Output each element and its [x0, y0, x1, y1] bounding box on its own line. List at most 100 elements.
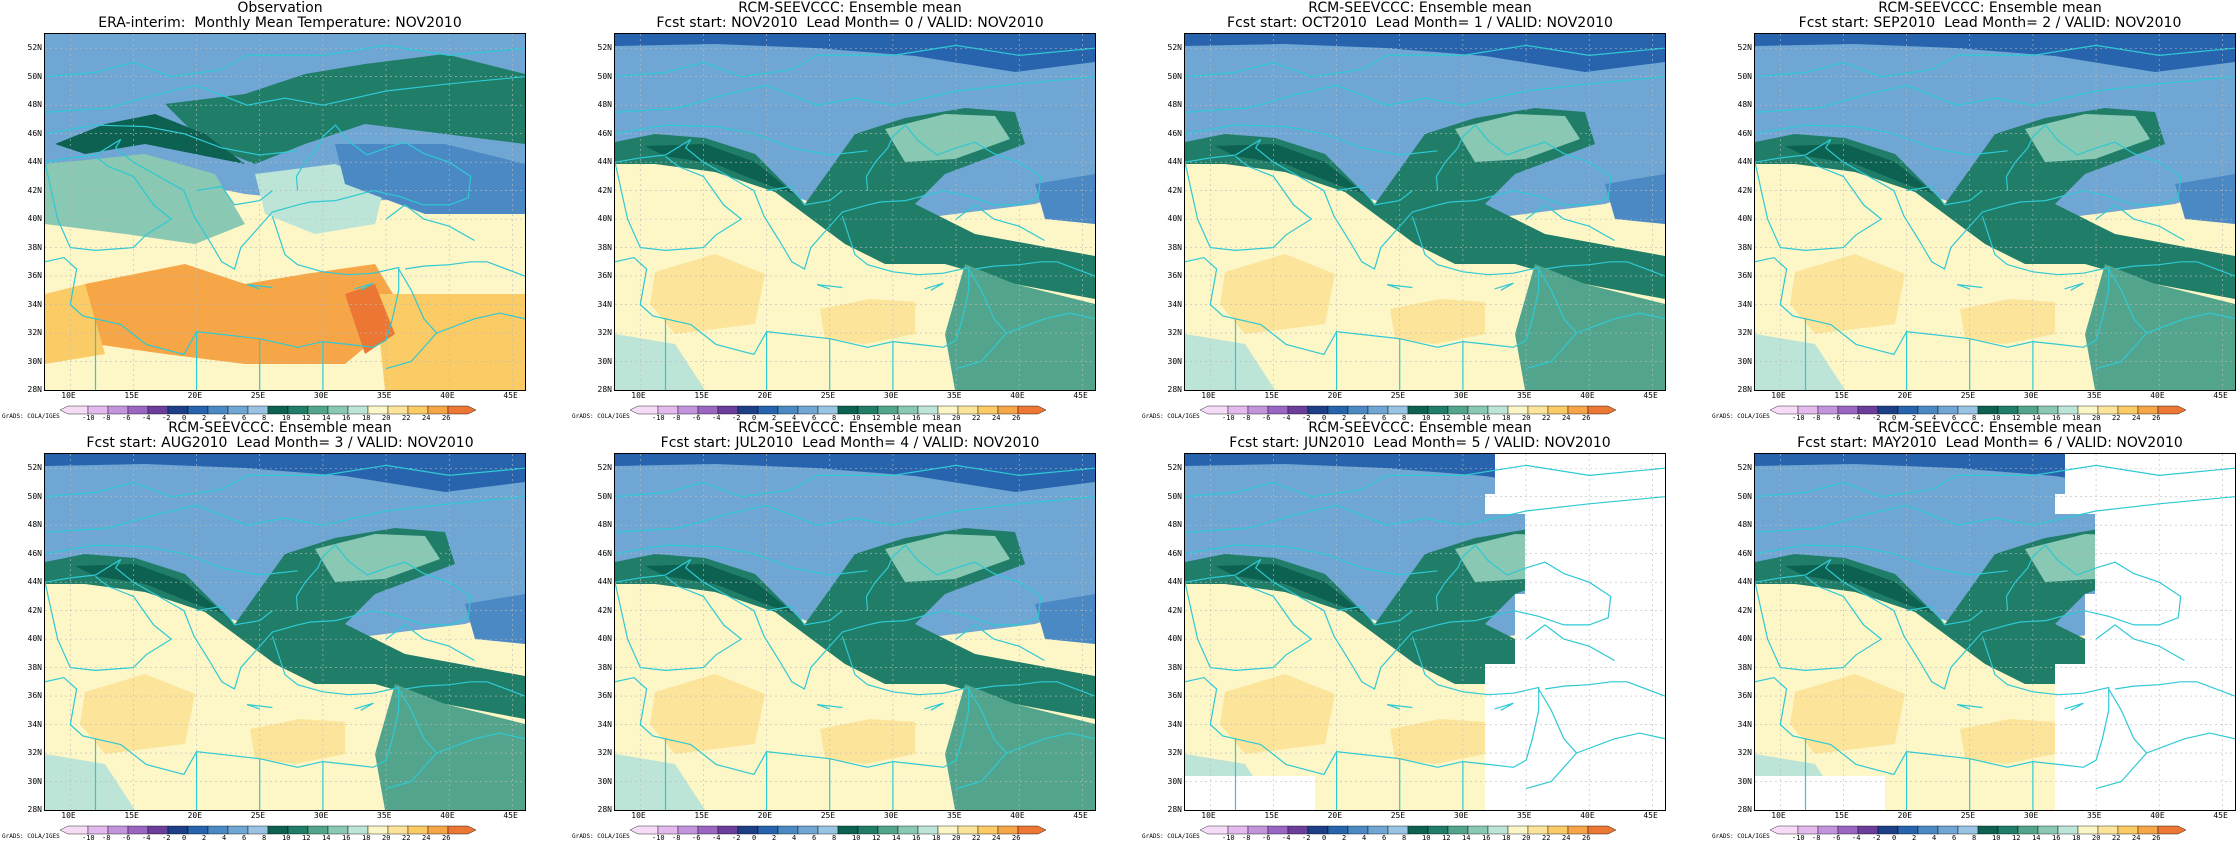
latitude-label: 40N [1737, 214, 1752, 224]
coastline [955, 268, 1008, 370]
longitude-label: 25E [1390, 811, 1406, 820]
colorbar-swatch [977, 405, 999, 415]
colorbar-label: -8 [1812, 834, 1821, 842]
latitude-label: 30N [1737, 776, 1752, 786]
coastline [354, 282, 374, 291]
latitude-label: 46N [1737, 128, 1752, 138]
colorbar-swatch [1917, 405, 1939, 415]
colorbar-label: 18 [2072, 834, 2081, 842]
colorbar-swatch [1199, 825, 1229, 835]
latitude-label: 36N [597, 271, 612, 281]
colorbar-swatch [1797, 405, 1819, 415]
temperature-map [1754, 33, 2236, 391]
colorbar-label: -6 [692, 834, 701, 842]
colorbar-label: 24 [422, 834, 431, 842]
colorbar-swatch [447, 405, 477, 415]
latitude-label: 36N [27, 691, 42, 701]
colorbar-label: 8 [832, 414, 837, 422]
coastline [615, 544, 868, 576]
grads-credit: GrADS: COLA/IGES [572, 413, 630, 420]
latitude-label: 36N [1167, 691, 1182, 701]
latitude-label: 48N [27, 520, 42, 530]
panel-subtitle: Fcst start: JUL2010 Lead Month= 4 / VALI… [660, 435, 1040, 451]
colorbar-label: 2 [1912, 834, 1917, 842]
colorbar-label: 10 [852, 414, 861, 422]
colorbar-label: -4 [142, 834, 151, 842]
longitude-label: 40E [2150, 391, 2165, 400]
colorbar-label: -2 [1872, 414, 1881, 422]
longitude-label: 40E [440, 811, 455, 820]
map-canvas [615, 454, 1095, 810]
longitude-label: 10E [61, 811, 76, 820]
colorbar-swatch [629, 405, 659, 415]
colorbar-swatch [1287, 825, 1309, 835]
latitude-label: 38N [27, 662, 42, 672]
coastline [45, 544, 298, 576]
colorbar-label: 26 [1012, 834, 1021, 842]
map-panel: RCM-SEEVCCC: Ensemble mean Fcst start: SE… [1710, 0, 2240, 422]
colorbar-swatch [1367, 825, 1389, 835]
coastline [385, 268, 438, 370]
contour-band [615, 454, 1095, 492]
longitude-label: 35E [947, 391, 962, 400]
colorbar-label: 24 [992, 414, 1001, 422]
colorbar-swatch [777, 825, 799, 835]
colorbar-label: 24 [992, 834, 1001, 842]
coastline [2095, 688, 2148, 790]
colorbar-label: 20 [2092, 834, 2101, 842]
latitude-label: 52N [597, 43, 612, 53]
panel-subtitle: Fcst start: NOV2010 Lead Month= 0 / VALI… [656, 15, 1044, 31]
coastline [1576, 732, 1665, 754]
longitude-label: 45E [503, 391, 518, 400]
colorbar-label: 6 [812, 414, 817, 422]
colorbar-swatch [247, 825, 269, 835]
panel-subtitle: ERA-interim: Monthly Mean Temperature: N… [98, 15, 462, 31]
latitude-label: 30N [1737, 356, 1752, 366]
colorbar-label: -10 [82, 414, 95, 422]
colorbar-label: 4 [1932, 414, 1937, 422]
panel-subtitle: Fcst start: MAY2010 Lead Month= 6 / VALI… [1797, 435, 2183, 451]
colorbar-label: -6 [122, 414, 131, 422]
contour-band [945, 684, 1095, 810]
colorbar-label: 22 [972, 414, 981, 422]
latitude-label: 40N [27, 214, 42, 224]
colorbar [629, 405, 1047, 415]
colorbar [59, 405, 477, 415]
contour-band [1215, 144, 1365, 194]
colorbar-label: 6 [812, 834, 817, 842]
contour-band [1755, 34, 2235, 72]
map-panel: RCM-SEEVCCC: Ensemble mean Fcst start: NO… [570, 0, 1130, 422]
missing-data-area [1755, 776, 1885, 810]
colorbar-swatch [1407, 825, 1429, 835]
colorbar-swatch [717, 405, 739, 415]
latitude-label: 48N [27, 100, 42, 110]
coastline [974, 624, 1095, 697]
colorbar-label: 18 [1502, 414, 1511, 422]
colorbar-swatch [1857, 405, 1879, 415]
longitude-label: 30E [1453, 391, 1469, 400]
latitude-label: 40N [597, 214, 612, 224]
colorbar-label: 12 [1442, 834, 1451, 842]
coastline [45, 636, 400, 776]
colorbar-label: 12 [302, 414, 311, 422]
colorbar-label: 22 [2112, 834, 2121, 842]
colorbar-label: -6 [1262, 834, 1271, 842]
colorbar-label: 12 [302, 834, 311, 842]
coastline [1544, 624, 1665, 697]
latitude-label: 46N [1167, 128, 1182, 138]
coastline [1755, 576, 1883, 672]
colorbar-label: 22 [1542, 834, 1551, 842]
coastline [615, 216, 970, 356]
colorbar-swatch [877, 405, 899, 415]
latitude-label: 44N [1737, 577, 1752, 587]
map-panel: Observation ERA-interim: Monthly Mean Tem… [0, 0, 560, 422]
coastline [385, 624, 475, 662]
coastline [1336, 185, 1413, 206]
colorbar-label: 16 [912, 834, 921, 842]
colorbar-label: 0 [1322, 414, 1327, 422]
colorbar-label: -10 [1222, 414, 1235, 422]
contour-band [945, 264, 1095, 390]
colorbar-swatch [1427, 825, 1449, 835]
grads-credit: GrADS: COLA/IGES [1142, 413, 1200, 420]
longitude-label: 10E [1771, 811, 1786, 820]
